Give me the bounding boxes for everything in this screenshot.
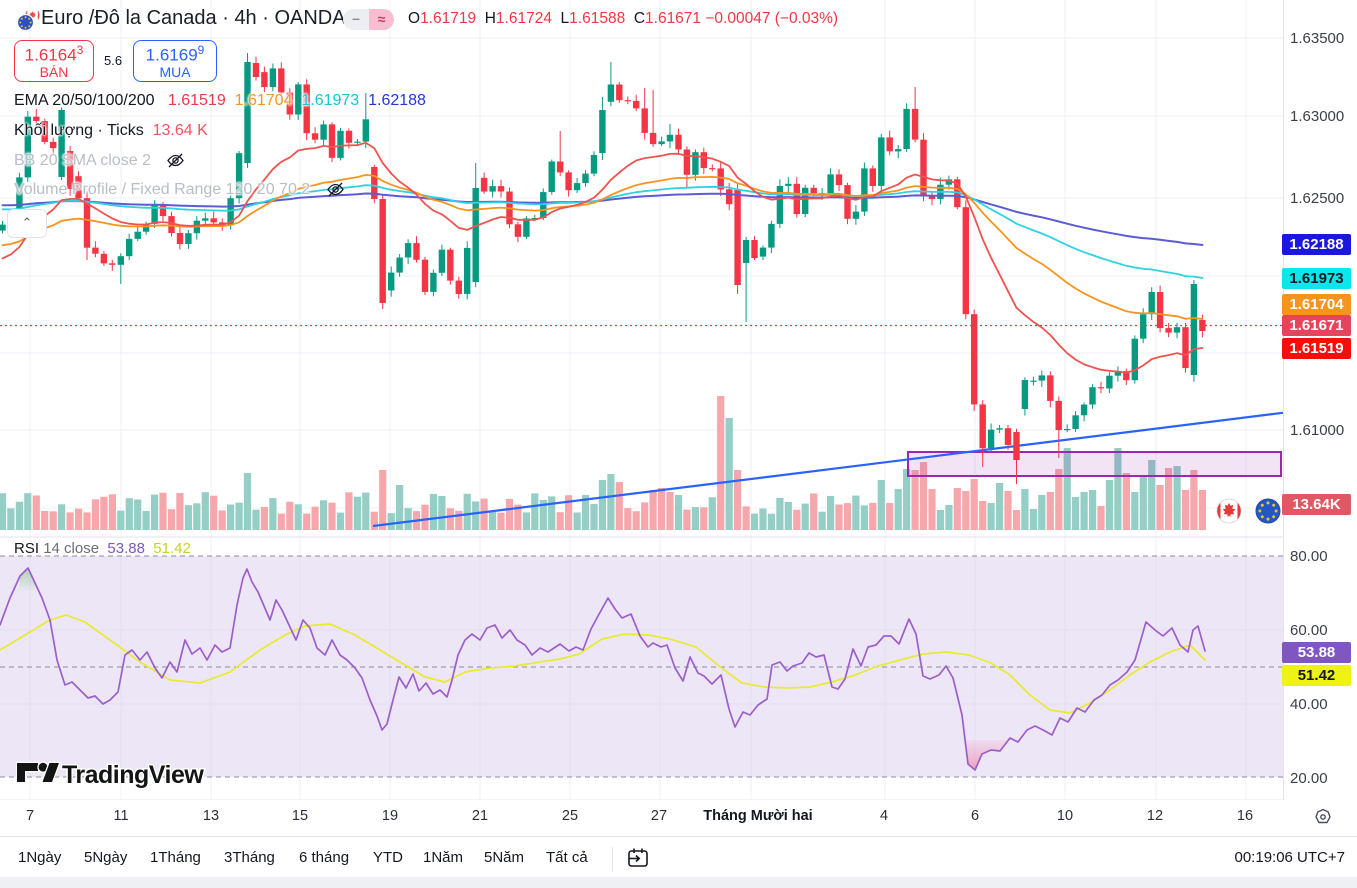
svg-text:TradingView: TradingView: [62, 761, 204, 789]
